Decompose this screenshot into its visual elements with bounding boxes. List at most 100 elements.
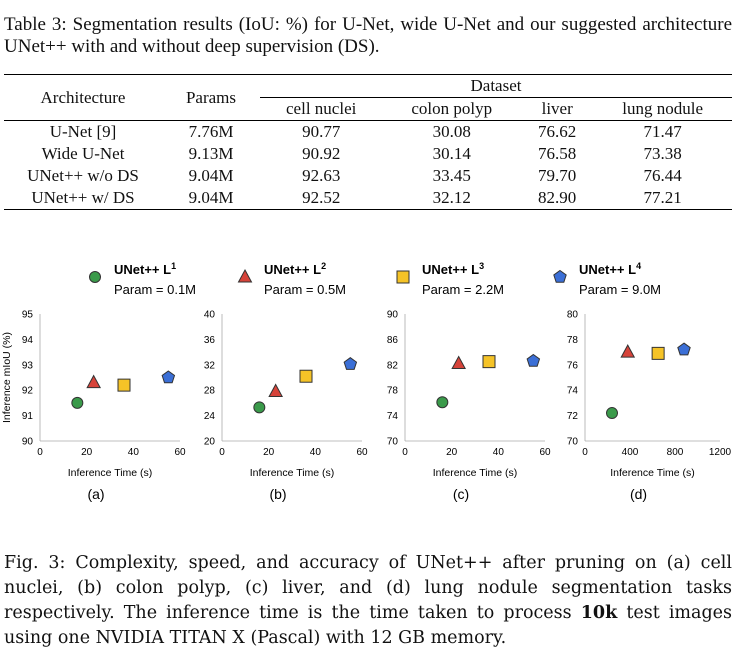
x-tick-label: 60	[539, 447, 551, 458]
y-tick-label: 24	[204, 411, 216, 422]
y-tick-label: 82	[387, 360, 399, 371]
x-tick-label: 60	[356, 447, 368, 458]
header-architecture: Architecture	[4, 74, 162, 121]
legend-label: UNet++ L4	[579, 261, 641, 277]
legend-label-text: UNet++ L	[264, 262, 321, 277]
x-tick-label: 800	[667, 447, 684, 458]
y-tick-label: 90	[387, 310, 399, 321]
legend-label: UNet++ L2	[264, 261, 326, 277]
row-arch: UNet++ w/o DS	[27, 166, 139, 185]
y-tick-label: 32	[204, 360, 216, 371]
row-value: 76.58	[538, 144, 577, 163]
data-point-pentagon	[161, 370, 176, 384]
y-tick-label: 36	[204, 335, 216, 346]
table-row: Wide U-Net 9.13M 90.92 30.14 76.58 73.38	[4, 143, 732, 165]
y-tick-label: 95	[22, 310, 34, 321]
row-value: 73.38	[643, 144, 682, 163]
row-value: 76.44	[643, 166, 682, 185]
y-tick-label: 78	[387, 386, 399, 397]
data-point-circle	[71, 396, 84, 409]
row-value: 33.45	[432, 166, 471, 185]
data-point-square	[651, 346, 665, 360]
x-tick-label: 0	[582, 447, 588, 458]
data-point-pentagon	[343, 357, 358, 370]
x-tick-label: 40	[310, 447, 322, 458]
legend-label-text: UNet++ L	[114, 262, 171, 277]
header-dataset-1: colon polyp	[411, 99, 493, 118]
x-tick-label: 40	[493, 447, 505, 458]
table-caption: Table 3: Segmentation results (IoU: %) f…	[4, 14, 732, 57]
row-params: 9.04M	[162, 187, 260, 210]
data-point-circle	[436, 396, 449, 409]
y-tick-label: 91	[22, 411, 34, 422]
data-point-circle	[253, 401, 266, 414]
row-value: 71.47	[593, 120, 732, 143]
row-value: 92.63	[302, 166, 341, 185]
y-tick-label: 72	[567, 411, 579, 422]
y-tick-label: 70	[387, 437, 399, 448]
row-arch: Wide U-Net	[41, 144, 125, 163]
x-axis-label: Inference Time (s)	[68, 467, 153, 479]
table-subheader-row: cell nuclei colon polyp liver lung nodul…	[4, 98, 732, 121]
row-arch: UNet++ w/ DS	[4, 187, 162, 210]
data-point-square	[482, 355, 496, 369]
row-value: 90.92	[302, 144, 341, 163]
y-tick-label: 76	[567, 360, 579, 371]
legend-param: Param = 0.5M	[264, 282, 346, 297]
x-tick-label: 20	[446, 447, 458, 458]
data-point-triangle	[620, 344, 636, 358]
figure-caption-text-end: test images using one NVIDIA TITAN X (Pa…	[4, 603, 732, 648]
legend-marker-circle	[89, 271, 101, 283]
data-point-triangle	[86, 374, 102, 389]
panel-label: (b)	[269, 486, 286, 502]
header-dataset-2: liver	[541, 99, 573, 118]
row-value: 90.77	[260, 120, 383, 143]
row-params: 9.13M	[188, 144, 234, 163]
x-axis-label: Inference Time (s)	[250, 467, 335, 479]
legend-marker-square	[396, 270, 410, 284]
row-value: 30.08	[382, 120, 522, 143]
row-value: 82.90	[521, 187, 594, 210]
x-tick-label: 40	[128, 447, 140, 458]
y-tick-label: 28	[204, 386, 216, 397]
header-params: Params	[162, 74, 260, 121]
y-tick-label: 93	[22, 360, 34, 371]
x-tick-label: 20	[263, 447, 275, 458]
legend-marker-triangle	[237, 268, 253, 283]
x-tick-label: 0	[402, 447, 408, 458]
data-point-pentagon	[526, 353, 541, 367]
results-table: Architecture Params Dataset cell nuclei …	[4, 74, 732, 210]
y-tick-label: 94	[22, 335, 34, 346]
legend-label: UNet++ L1	[114, 261, 176, 277]
row-value: 79.70	[538, 166, 577, 185]
y-tick-label: 90	[22, 437, 34, 448]
x-tick-label: 0	[37, 447, 43, 458]
y-tick-label: 92	[22, 386, 34, 397]
data-point-circle	[606, 407, 618, 420]
panel-label: (c)	[453, 486, 469, 502]
legend-label: UNet++ L3	[422, 261, 484, 277]
x-axis-label: Inference Time (s)	[433, 467, 518, 479]
header-dataset: Dataset	[260, 74, 732, 98]
row-params: 9.04M	[188, 166, 234, 185]
data-point-square	[117, 378, 131, 392]
header-dataset-3: lung nodule	[622, 99, 704, 118]
y-tick-label: 80	[567, 310, 579, 321]
y-tick-label: 74	[387, 411, 399, 422]
legend-param: Param = 9.0M	[579, 282, 661, 297]
row-params: 7.76M	[162, 120, 260, 143]
figure-caption-bold: 10k	[580, 603, 618, 623]
row-value: 30.14	[432, 144, 471, 163]
x-tick-label: 400	[622, 447, 639, 458]
x-tick-label: 0	[219, 447, 225, 458]
data-point-triangle	[268, 383, 284, 397]
y-tick-label: 86	[387, 335, 399, 346]
x-tick-label: 1200	[709, 447, 732, 458]
row-value: 76.62	[521, 120, 594, 143]
table-row: UNet++ w/o DS 9.04M 92.63 33.45 79.70 76…	[4, 165, 732, 187]
y-tick-label: 74	[567, 386, 579, 397]
figure-caption: Fig. 3: Complexity, speed, and accuracy …	[4, 551, 732, 651]
legend-label-sup: 3	[479, 261, 484, 271]
data-point-square	[299, 369, 313, 383]
row-value: 32.12	[382, 187, 522, 210]
